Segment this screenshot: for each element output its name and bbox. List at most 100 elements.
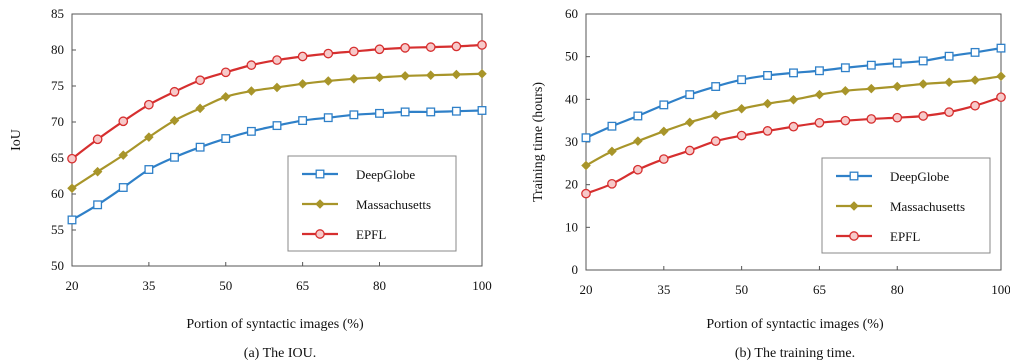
legend-marker-deepglobe	[849, 171, 859, 181]
data-point-deepglobe	[996, 43, 1006, 53]
x-tick-label: 80	[891, 282, 904, 297]
x-tick-label: 100	[472, 278, 492, 293]
y-tick-label: 30	[565, 134, 578, 149]
series-epfl	[581, 92, 1006, 199]
y-tick-label: 60	[565, 6, 578, 21]
data-point-massachusetts	[169, 115, 180, 126]
data-point-epfl	[684, 145, 695, 156]
y-tick-label: 0	[572, 262, 579, 277]
data-point-epfl	[710, 136, 721, 146]
data-point-massachusetts	[425, 70, 436, 80]
data-point-deepglobe	[840, 63, 850, 73]
data-point-deepglobe	[323, 113, 333, 123]
data-point-massachusetts	[349, 74, 359, 84]
data-point-massachusetts	[220, 92, 231, 102]
y-tick-label: 70	[51, 114, 64, 129]
data-point-deepglobe	[272, 121, 282, 131]
data-point-epfl	[814, 117, 825, 128]
x-tick-label: 35	[657, 282, 670, 297]
data-point-massachusetts	[92, 166, 103, 177]
data-point-epfl	[477, 40, 487, 50]
data-point-deepglobe	[477, 106, 487, 115]
data-point-deepglobe	[349, 110, 359, 120]
x-tick-label: 20	[580, 282, 593, 297]
legend-label-epfl: EPFL	[890, 229, 920, 244]
data-point-deepglobe	[659, 100, 669, 110]
data-point-massachusetts	[659, 126, 669, 137]
data-point-epfl	[246, 60, 257, 70]
legend: DeepGlobe Massachusetts EPFL	[821, 157, 991, 254]
chart-training-time: 0 10 20 30 40 50 60 20 35 50 65 80 100 Portion of syn…	[531, 6, 1010, 361]
data-point-massachusetts	[67, 183, 77, 194]
data-point-massachusetts	[762, 98, 773, 109]
data-point-epfl	[658, 154, 669, 164]
data-point-deepglobe	[426, 107, 436, 117]
y-tick-label: 10	[565, 219, 578, 234]
data-point-deepglobe	[944, 51, 954, 61]
data-point-massachusetts	[272, 82, 282, 93]
data-point-epfl	[92, 134, 103, 145]
data-point-deepglobe	[763, 70, 773, 80]
data-point-deepglobe	[246, 126, 256, 136]
data-point-massachusetts	[684, 117, 695, 128]
data-point-epfl	[996, 92, 1006, 103]
data-point-epfl	[169, 86, 180, 97]
data-point-epfl	[67, 153, 77, 164]
data-point-deepglobe	[93, 200, 103, 210]
data-point-epfl	[451, 41, 462, 52]
y-tick-label: 20	[565, 177, 578, 192]
data-point-massachusetts	[996, 71, 1006, 82]
data-point-deepglobe	[400, 107, 410, 117]
data-point-deepglobe	[375, 108, 384, 118]
data-point-massachusetts	[944, 77, 954, 88]
y-tick-label: 80	[51, 42, 64, 57]
x-tick-label: 80	[373, 278, 386, 293]
data-point-massachusetts	[633, 136, 643, 146]
series-epfl	[67, 40, 487, 164]
data-point-deepglobe	[581, 133, 591, 143]
data-point-epfl	[944, 107, 954, 117]
legend-label-massachusetts: Massachusetts	[890, 199, 965, 214]
data-point-massachusetts	[788, 94, 799, 105]
data-point-epfl	[840, 115, 851, 126]
data-point-epfl	[736, 130, 747, 141]
data-point-deepglobe	[170, 152, 179, 162]
data-point-deepglobe	[711, 82, 721, 91]
legend-marker-epfl	[315, 229, 325, 239]
data-point-massachusetts	[323, 76, 334, 86]
y-tick-label: 50	[565, 49, 578, 64]
y-tick-label: 65	[51, 150, 64, 165]
x-tick-label: 65	[813, 282, 826, 297]
data-point-massachusetts	[840, 86, 851, 96]
data-point-deepglobe	[918, 56, 928, 66]
data-point-deepglobe	[67, 215, 77, 225]
y-axis-label: IoU	[9, 129, 24, 151]
y-tick-label: 50	[51, 258, 64, 273]
plot-frame	[71, 13, 483, 267]
y-tick-label: 75	[51, 78, 64, 93]
data-point-deepglobe	[118, 183, 128, 192]
data-point-deepglobe	[298, 116, 308, 126]
y-tick-label: 40	[565, 91, 578, 106]
data-point-epfl	[272, 55, 282, 65]
data-point-epfl	[892, 112, 903, 123]
data-point-epfl	[633, 164, 643, 175]
data-point-epfl	[762, 126, 773, 136]
x-tick-label: 65	[296, 278, 309, 293]
data-point-massachusetts	[118, 150, 129, 160]
y-axis-label: Training time (hours)	[531, 82, 546, 202]
legend-marker-massachusetts	[849, 201, 859, 211]
series-deepglobe	[67, 106, 487, 225]
data-point-epfl	[918, 111, 929, 121]
legend-marker-massachusetts	[315, 199, 325, 209]
data-point-epfl	[581, 188, 591, 199]
y-tick-label: 55	[51, 222, 64, 237]
legend-label-epfl: EPFL	[356, 227, 386, 242]
data-point-massachusetts	[970, 75, 980, 85]
legend-marker-deepglobe	[315, 169, 325, 179]
chart-caption: (a) The IOU.	[244, 346, 316, 361]
data-point-massachusetts	[866, 83, 877, 94]
data-point-massachusetts	[246, 86, 257, 96]
data-point-massachusetts	[451, 69, 462, 80]
x-tick-label: 100	[991, 282, 1010, 297]
